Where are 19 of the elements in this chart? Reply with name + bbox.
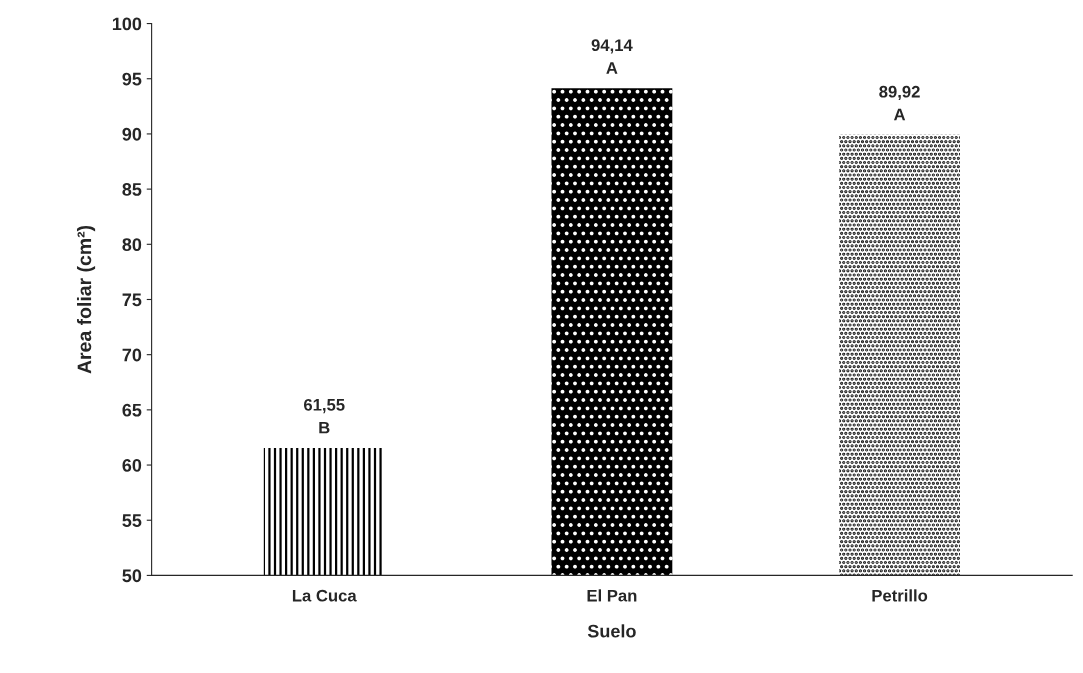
data-label: 89,92 A — [879, 85, 920, 121]
x-tick-label: Petrillo — [872, 589, 928, 602]
y-tick-label: 50 — [122, 569, 142, 583]
data-label: 94,14 A — [591, 39, 633, 74]
x-axis-title: Suelo — [587, 624, 636, 638]
y-tick-label: 65 — [122, 403, 142, 417]
y-tick-label: 90 — [122, 127, 142, 141]
y-tick-label: 55 — [122, 514, 142, 527]
y-tick-label: 75 — [122, 293, 142, 307]
y-tick-label: 85 — [122, 183, 142, 196]
y-tick-label: 70 — [122, 348, 142, 362]
x-tick-label: La Cuca — [292, 589, 357, 602]
y-tick-label: 100 — [112, 17, 142, 31]
y-axis-title: Area foliar (cm²) — [76, 225, 96, 374]
y-tick-label: 80 — [122, 238, 142, 252]
x-tick-label: El Pan — [587, 589, 637, 602]
y-tick-label: 60 — [122, 458, 142, 472]
data-label: 61,55 B — [303, 398, 345, 434]
y-tick-label: 95 — [122, 72, 142, 86]
